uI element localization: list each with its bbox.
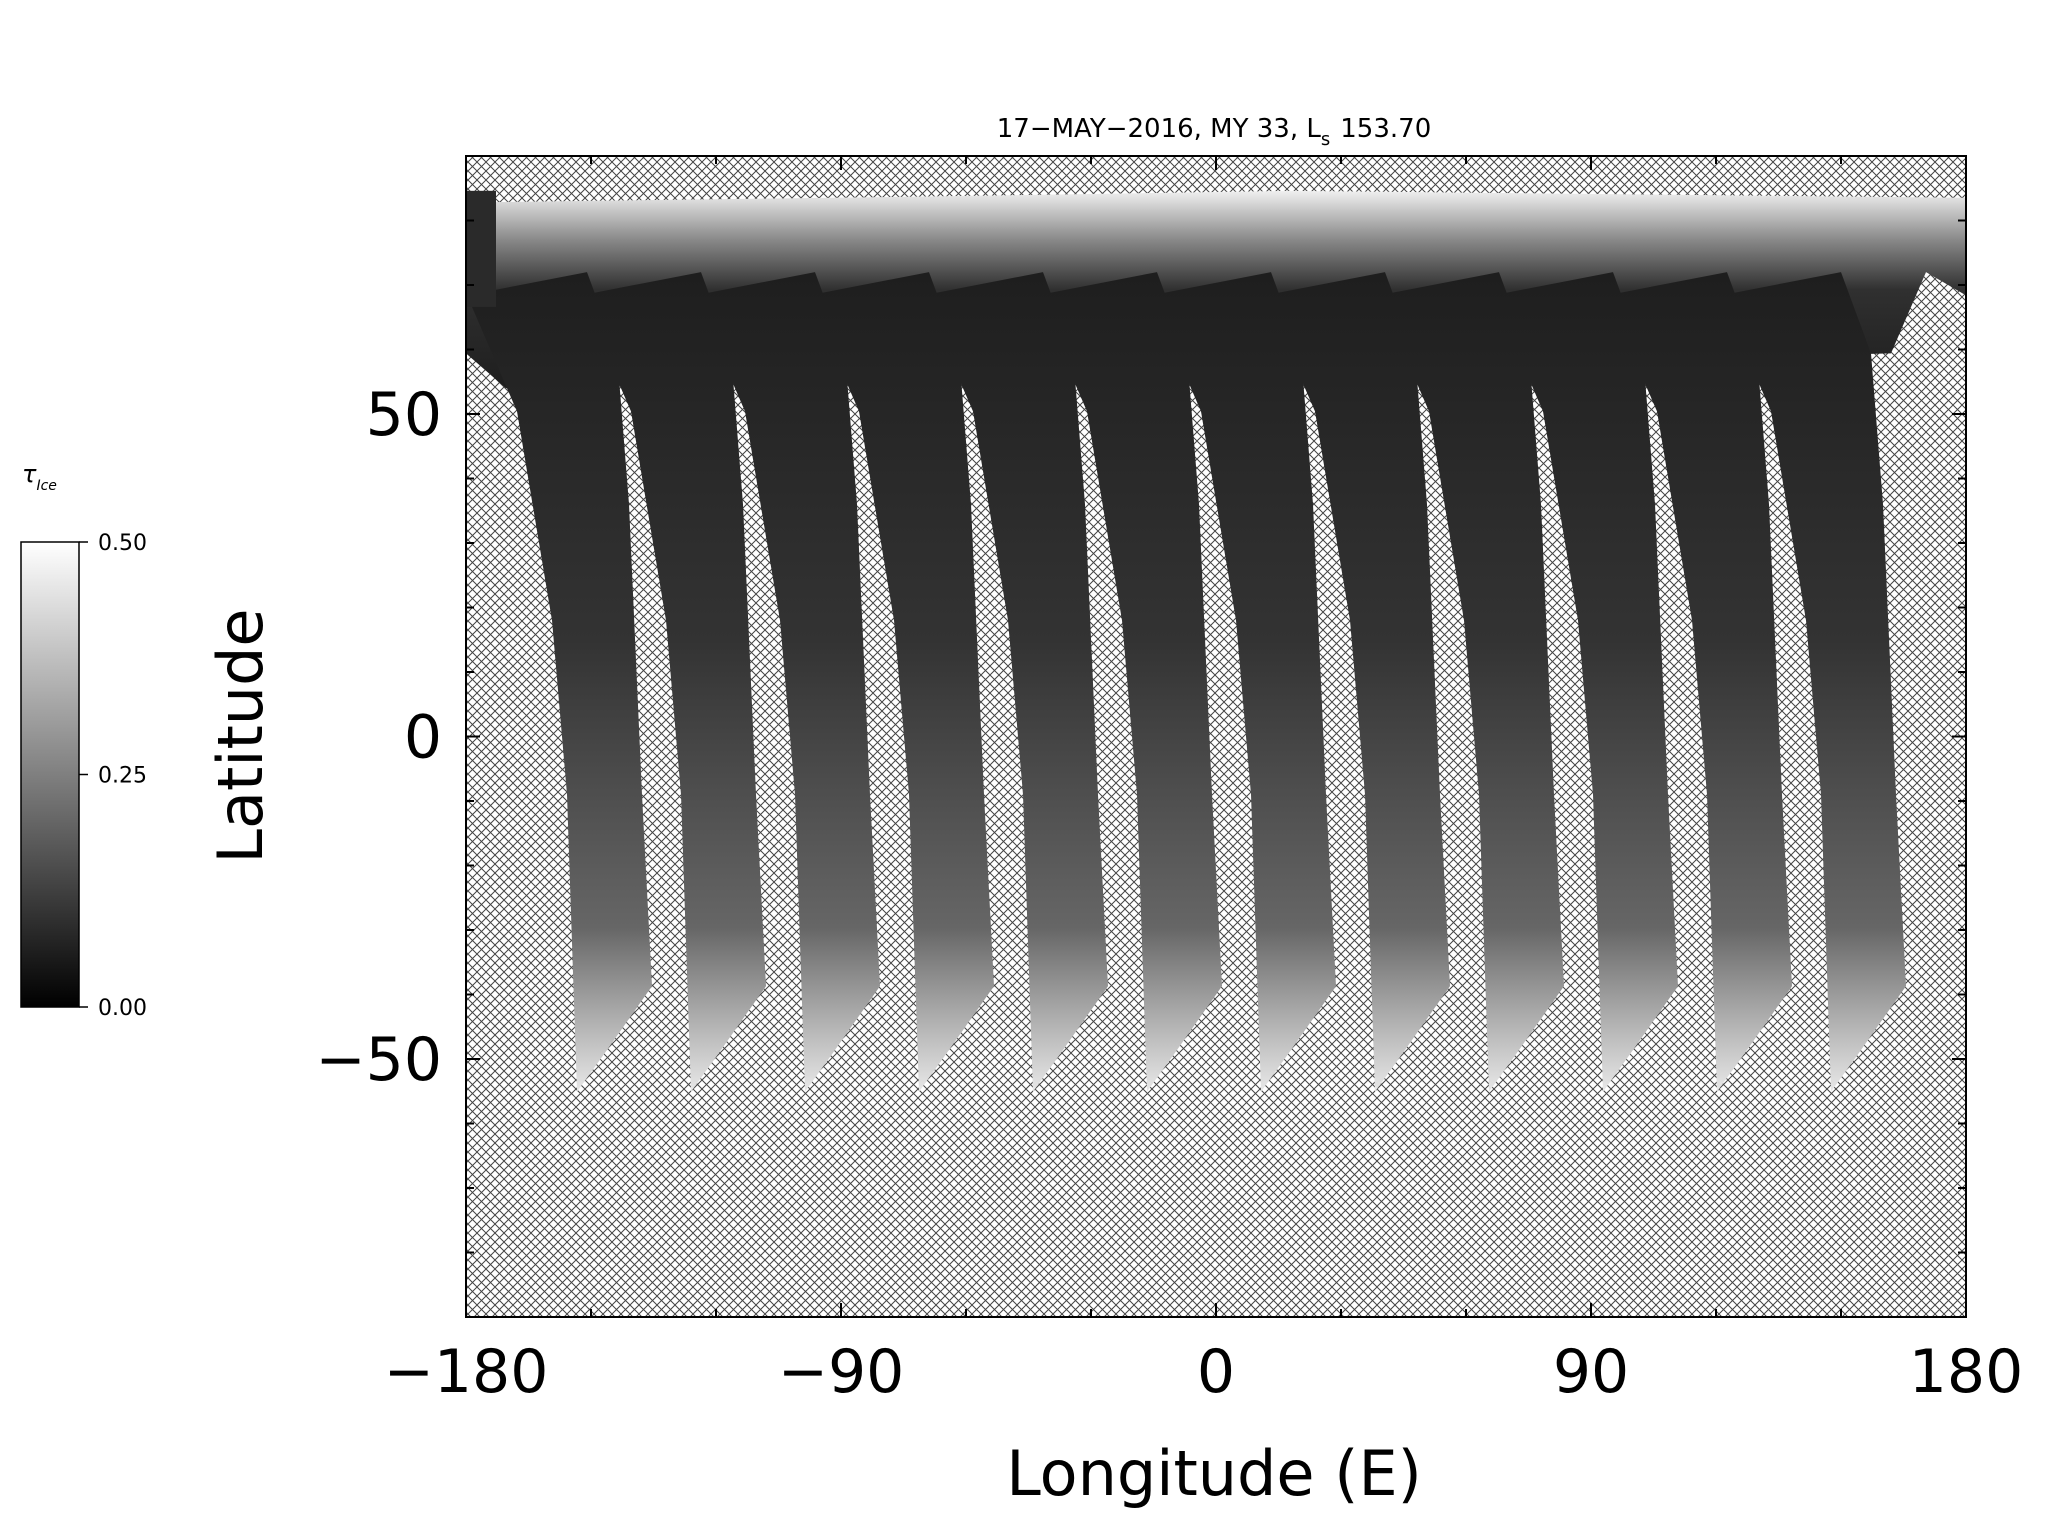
x-tick-label: 180: [1909, 1337, 2024, 1407]
chart-title: 17−MAY−2016, MY 33, Ls 153.70: [997, 114, 1432, 150]
swath: [1607, 272, 1792, 1092]
colorbar: [20, 541, 80, 1008]
colorbar-tick-label: 0.00: [98, 996, 147, 1021]
swath: [1493, 272, 1678, 1092]
colorbar-tick-label: 0.25: [98, 764, 147, 789]
swath: [1265, 272, 1450, 1092]
swath: [923, 272, 1108, 1092]
swath: [695, 272, 880, 1092]
swath: [1151, 272, 1336, 1092]
x-tick-label: 0: [1197, 1337, 1235, 1407]
title-subscript: s: [1321, 129, 1330, 150]
colorbar-label: τIce: [22, 460, 57, 494]
colorbar-subscript: Ice: [36, 478, 56, 494]
swath: [467, 272, 652, 1092]
swath: [1379, 272, 1564, 1092]
y-tick-label: 50: [366, 380, 442, 450]
swath-edge: [466, 190, 496, 307]
y-tick-label: −50: [315, 1025, 442, 1095]
y-tick-label: 0: [404, 703, 442, 773]
x-tick-label: −90: [778, 1337, 905, 1407]
swath: [809, 272, 994, 1092]
swath: [581, 272, 766, 1092]
title-value: 153.70: [1340, 114, 1431, 144]
x-tick-label: −180: [384, 1337, 549, 1407]
colorbar-symbol: τ: [22, 460, 37, 488]
colorbar-tick-label: 0.50: [98, 531, 147, 556]
x-axis-label: Longitude (E): [1006, 1437, 1422, 1510]
title-text: 17−MAY−2016, MY 33, L: [997, 114, 1322, 144]
x-tick-label: 90: [1553, 1337, 1629, 1407]
y-axis-label: Latitude: [204, 608, 277, 863]
swath: [1037, 272, 1222, 1092]
swath: [1721, 272, 1906, 1092]
swaths: [466, 190, 1966, 1092]
